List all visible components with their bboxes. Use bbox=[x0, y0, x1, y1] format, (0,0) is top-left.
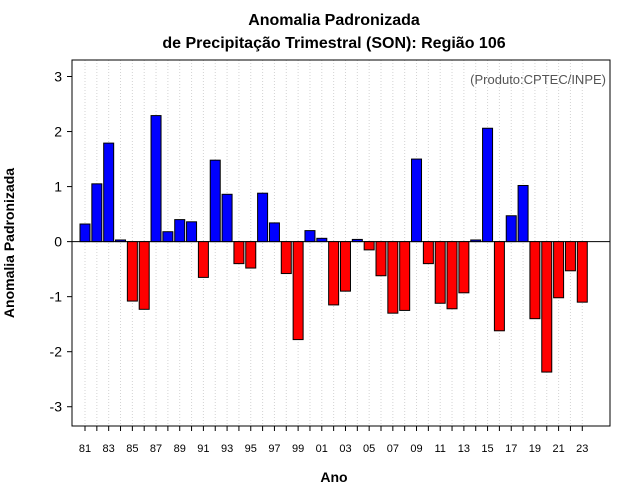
bar-03 bbox=[339, 241, 351, 292]
bar-02 bbox=[328, 241, 340, 306]
bar-04 bbox=[351, 238, 363, 243]
bar-06 bbox=[375, 241, 387, 277]
bar-11 bbox=[434, 241, 446, 304]
bar-05 bbox=[363, 241, 375, 251]
x-axis: 81 83 85 87 89 91 93 95 97 99 01 03 05 07 09 11 13 15 17 19… bbox=[79, 426, 588, 455]
bar-83 bbox=[103, 142, 115, 243]
x-tick-label-11: 11 bbox=[434, 443, 445, 455]
bar-08 bbox=[399, 241, 411, 311]
bar-90 bbox=[186, 221, 198, 243]
bar-97 bbox=[268, 222, 280, 243]
bar-09 bbox=[411, 158, 423, 243]
x-tick-label-05: 05 bbox=[363, 443, 375, 455]
bar-19 bbox=[529, 241, 541, 320]
x-tick-label-21: 21 bbox=[552, 443, 564, 455]
bar-14 bbox=[470, 239, 482, 243]
x-tick-label-23: 23 bbox=[576, 443, 588, 455]
x-tick-label-85: 85 bbox=[126, 443, 138, 455]
chart-title: Anomalia Padronizada bbox=[248, 12, 420, 29]
x-tick-label-97: 97 bbox=[268, 443, 280, 455]
bar-91 bbox=[197, 241, 209, 278]
x-tick-label-83: 83 bbox=[103, 443, 115, 455]
bar-12 bbox=[446, 241, 458, 310]
x-tick-label-93: 93 bbox=[221, 443, 233, 455]
bar-82 bbox=[91, 183, 103, 243]
x-tick-label-15: 15 bbox=[481, 443, 493, 455]
bar-96 bbox=[257, 192, 269, 243]
y-tick-label: -1 bbox=[50, 289, 63, 305]
x-tick-label-81: 81 bbox=[79, 443, 91, 455]
bar-81 bbox=[79, 223, 91, 243]
bar-16 bbox=[493, 241, 505, 332]
bar-10 bbox=[422, 241, 434, 265]
credit-annotation: (Produto:CPTEC/INPE) bbox=[470, 72, 606, 87]
bar-21 bbox=[553, 241, 565, 299]
bar-95 bbox=[245, 241, 257, 269]
bar-87 bbox=[150, 115, 162, 243]
bar-23 bbox=[576, 241, 588, 303]
x-tick-label-19: 19 bbox=[529, 443, 541, 455]
x-tick-label-87: 87 bbox=[150, 443, 162, 455]
y-axis-title: Anomalia Padronizada bbox=[1, 168, 17, 318]
x-tick-label-91: 91 bbox=[197, 443, 209, 455]
bar-98 bbox=[280, 241, 292, 275]
bars bbox=[79, 115, 588, 373]
y-tick-label: 3 bbox=[54, 69, 62, 85]
y-tick-label: -2 bbox=[50, 344, 63, 360]
bar-22 bbox=[564, 241, 576, 272]
x-tick-label-89: 89 bbox=[174, 443, 186, 455]
x-tick-label-13: 13 bbox=[458, 443, 470, 455]
bar-94 bbox=[233, 241, 245, 265]
bar-88 bbox=[162, 231, 174, 243]
bar-18 bbox=[517, 184, 529, 243]
bar-07 bbox=[387, 241, 399, 314]
x-tick-label-17: 17 bbox=[505, 443, 517, 455]
plot-frame bbox=[71, 59, 611, 427]
y-tick-label: 0 bbox=[54, 234, 62, 250]
bar-93 bbox=[221, 193, 233, 243]
chart-subtitle: de Precipitação Trimestral (SON): Região… bbox=[162, 35, 505, 52]
x-tick-label-09: 09 bbox=[410, 443, 422, 455]
x-tick-label-03: 03 bbox=[339, 443, 351, 455]
bar-99 bbox=[292, 241, 304, 341]
bar-92 bbox=[209, 159, 221, 243]
x-axis-title: Ano bbox=[320, 469, 347, 485]
y-axis: -3 -2 -1 0 1 2 3 bbox=[50, 69, 72, 415]
bar-00 bbox=[304, 230, 316, 243]
bar-89 bbox=[174, 219, 186, 243]
y-tick-label: 2 bbox=[54, 124, 62, 140]
x-tick-label-07: 07 bbox=[387, 443, 399, 455]
bar-17 bbox=[505, 215, 517, 243]
bar-86 bbox=[138, 241, 150, 310]
bar-01 bbox=[316, 237, 328, 243]
bar-84 bbox=[115, 239, 127, 243]
bar-13 bbox=[458, 241, 470, 294]
bar-15 bbox=[482, 127, 494, 243]
bar-85 bbox=[126, 241, 138, 302]
y-tick-label: -3 bbox=[50, 399, 63, 415]
x-tick-label-01: 01 bbox=[316, 443, 328, 455]
x-tick-label-99: 99 bbox=[292, 443, 304, 455]
x-tick-label-95: 95 bbox=[245, 443, 257, 455]
y-tick-label: 1 bbox=[54, 179, 62, 195]
bar-20 bbox=[541, 241, 553, 373]
